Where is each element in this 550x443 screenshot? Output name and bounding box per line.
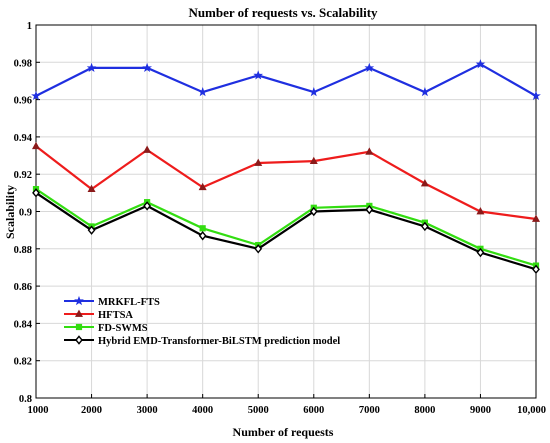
x-axis-label: Number of requests <box>233 425 334 439</box>
data-point <box>308 86 319 97</box>
y-tick-label: 0.9 <box>19 208 32 219</box>
x-tick-label: 5000 <box>248 405 269 416</box>
x-tick-label: 8000 <box>414 405 435 416</box>
legend: MRKFL-FTS HFTSA FD-SWMS Hybrid EMD-Transfor… <box>64 295 340 347</box>
series-3 <box>32 186 540 269</box>
y-tick-label: 0.82 <box>14 357 32 368</box>
data-point <box>476 247 485 258</box>
y-tick-label: 0.84 <box>14 319 33 330</box>
legend-item: HFTSA <box>64 309 133 321</box>
chart-title: Number of requests vs. Scalability <box>188 5 378 20</box>
legend-marker <box>74 295 84 306</box>
data-point <box>143 201 152 211</box>
x-axis-ticks: 1000 2000 3000 4000 5000 6000 7000 8000 9000 10,0… <box>28 394 546 416</box>
data-point <box>199 225 206 232</box>
data-point <box>532 264 540 275</box>
data-point <box>143 145 152 153</box>
data-point <box>142 62 152 73</box>
series-line <box>35 188 537 267</box>
data-point <box>198 231 207 241</box>
data-point <box>365 204 374 215</box>
data-point <box>253 70 264 80</box>
y-tick-label: 0.94 <box>14 133 33 144</box>
data-point <box>420 221 429 232</box>
data-point <box>32 188 40 198</box>
series-2 <box>31 141 541 222</box>
legend-marker <box>74 309 84 317</box>
legend-label: MRKFL-FTS <box>98 297 160 308</box>
series-line <box>35 62 537 97</box>
data-point <box>475 59 486 69</box>
x-tick-label: 7000 <box>359 405 380 416</box>
data-point <box>198 182 207 191</box>
legend-marker <box>75 323 83 331</box>
x-tick-label: 4000 <box>192 405 213 416</box>
data-point <box>31 141 41 150</box>
data-point <box>86 62 97 73</box>
y-tick-label: 0.8 <box>19 394 32 405</box>
data-point <box>420 86 430 97</box>
y-tick-label: 0.92 <box>14 170 32 181</box>
data-point <box>309 206 318 217</box>
series-4 <box>32 188 540 275</box>
y-tick-label: 0.86 <box>14 282 32 293</box>
data-point <box>254 158 263 166</box>
y-tick-label: 0.88 <box>14 245 32 256</box>
legend-label: HFTSA <box>98 310 133 321</box>
y-tick-label: 0.98 <box>14 58 32 69</box>
data-point <box>531 90 541 101</box>
x-tick-label: 6000 <box>303 405 324 416</box>
series-line <box>35 191 537 271</box>
x-tick-label: 10,000 <box>517 405 546 416</box>
y-axis-ticks: 0.8 0.82 0.84 0.86 0.88 0.9 0.92 0.94 0.96 0.98 1 <box>14 21 40 405</box>
data-point <box>420 179 429 187</box>
legend-marker <box>75 335 83 345</box>
data-point <box>31 90 41 101</box>
x-tick-label: 1000 <box>28 405 49 416</box>
legend-label: FD-SWMS <box>98 323 148 334</box>
legend-item: FD-SWMS <box>64 323 148 334</box>
y-axis-label: Scalability <box>3 185 17 239</box>
series-1 <box>31 59 541 101</box>
x-tick-label: 9000 <box>470 405 491 416</box>
y-tick-label: 1 <box>27 21 32 32</box>
x-tick-label: 3000 <box>137 405 158 416</box>
data-point <box>364 62 375 73</box>
data-point <box>87 184 96 193</box>
data-point <box>531 214 541 222</box>
series-line <box>35 145 537 221</box>
series-group <box>31 59 541 275</box>
y-tick-label: 0.96 <box>14 96 32 107</box>
data-point <box>476 207 485 215</box>
data-point <box>365 147 374 155</box>
data-point <box>87 225 96 235</box>
legend-item: MRKFL-FTS <box>64 295 160 308</box>
data-point <box>309 156 318 165</box>
legend-item: Hybrid EMD-Transformer-BiLSTM prediction… <box>64 335 340 347</box>
legend-label: Hybrid EMD-Transformer-BiLSTM prediction… <box>98 336 340 347</box>
x-tick-label: 2000 <box>81 405 102 416</box>
data-point <box>254 244 263 254</box>
data-point <box>197 86 208 97</box>
